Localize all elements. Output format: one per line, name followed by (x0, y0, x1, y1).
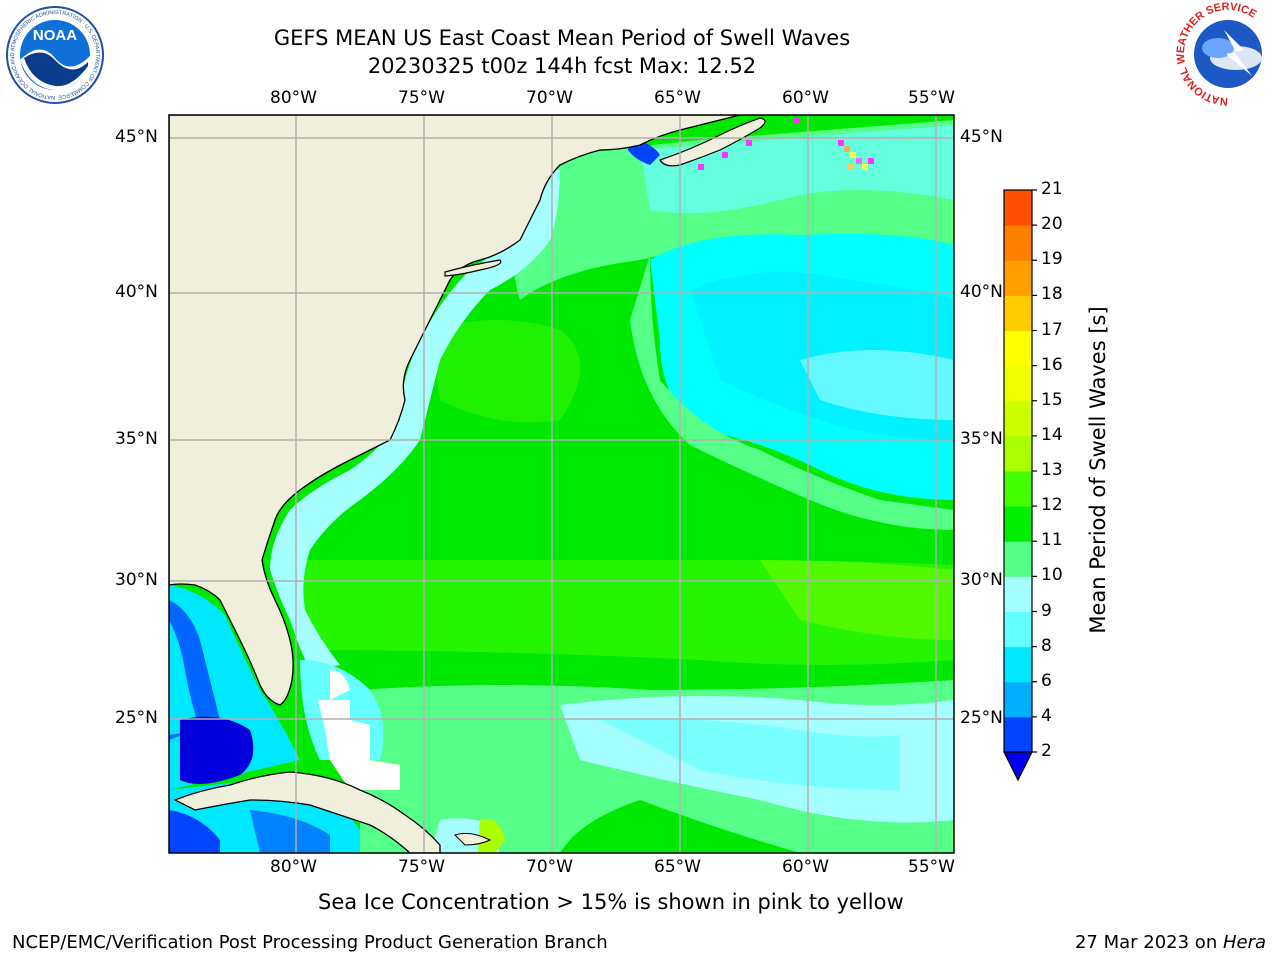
colorbar-segment (1004, 576, 1032, 612)
colorbar-tick-label: 15 (1041, 389, 1063, 410)
colorbar-segment (1004, 681, 1032, 718)
colorbar-segment (1004, 330, 1032, 367)
host-name: Hera (1222, 932, 1266, 953)
lon-label-top: 70°W (526, 88, 573, 108)
noaa-logo: NOAA NATIONAL OCEANIC AND ATMOSPHERIC AD… (6, 6, 104, 104)
lon-label-top: 75°W (398, 88, 445, 108)
lat-label-right: 30°N (960, 570, 1003, 590)
colorbar-tick-label: 4 (1041, 705, 1052, 726)
lat-label-left: 45°N (115, 127, 158, 147)
colorbar-segment (1004, 260, 1032, 296)
colorbar-tick-label: 16 (1041, 354, 1063, 375)
lat-label-left: 25°N (115, 708, 158, 728)
date-text: 27 Mar 2023 on (1074, 932, 1223, 953)
colorbar-under-arrow (1003, 751, 1033, 782)
map-frame (168, 114, 955, 854)
lon-label-top: 60°W (782, 88, 829, 108)
colorbar-tick-label: 21 (1041, 179, 1063, 199)
sea-ice-note: Sea Ice Concentration > 15% is shown in … (318, 890, 904, 914)
colorbar-tick-label: 19 (1041, 249, 1063, 270)
colorbar-tick-label: 13 (1041, 460, 1063, 480)
colorbar-tick-label: 2 (1041, 741, 1052, 761)
chart-subtitle: 20230325 t00z 144h fcst Max: 12.52 (367, 54, 757, 78)
lat-label-right: 35°N (960, 429, 1003, 449)
colorbar-tick-label: 14 (1041, 424, 1063, 445)
colorbar-tick-label: 9 (1041, 600, 1052, 621)
colorbar-tick-label: 12 (1041, 495, 1063, 516)
colorbar-segment (1004, 716, 1032, 753)
colorbar (1003, 189, 1037, 782)
colorbar-segment (1004, 506, 1032, 542)
lat-label-right: 40°N (960, 282, 1003, 302)
lon-label-top: 65°W (654, 88, 701, 108)
lon-label-bottom: 60°W (782, 857, 829, 877)
credit-line: NCEP/EMC/Verification Post Processing Pr… (12, 932, 608, 953)
colorbar-segment (1004, 541, 1032, 577)
colorbar-tick-label: 17 (1041, 319, 1063, 340)
colorbar-tick-label: 11 (1041, 530, 1063, 551)
lat-label-right: 45°N (960, 127, 1003, 147)
lon-label-top: 55°W (908, 88, 955, 108)
colorbar-tick-label: 20 (1041, 214, 1063, 235)
graticule (169, 115, 954, 853)
lon-label-bottom: 55°W (908, 857, 955, 877)
colorbar-segment (1004, 225, 1032, 261)
colorbar-segment (1004, 471, 1032, 507)
lat-label-left: 40°N (115, 282, 158, 302)
colorbar-segment (1004, 435, 1032, 472)
chart-title: GEFS MEAN US East Coast Mean Period of S… (273, 26, 851, 50)
colorbar-segment (1004, 190, 1032, 226)
noaa-logo-text: NOAA (33, 27, 77, 44)
lat-label-left: 35°N (115, 429, 158, 449)
colorbar-tick-label: 6 (1041, 670, 1052, 691)
lon-label-top: 80°W (270, 88, 317, 108)
colorbar-segment (1004, 400, 1032, 437)
lon-label-bottom: 75°W (398, 857, 445, 877)
colorbar-segment (1004, 611, 1032, 648)
colorbar-segment (1004, 365, 1032, 402)
lon-label-bottom: 70°W (526, 857, 573, 877)
lon-label-bottom: 65°W (654, 857, 701, 877)
colorbar-segment (1004, 295, 1032, 331)
date-line: 27 Mar 2023 on Hera (1075, 932, 1266, 953)
colorbar-segment (1004, 646, 1032, 683)
colorbar-tick-label: 18 (1041, 284, 1063, 305)
lon-label-bottom: 80°W (270, 857, 317, 877)
lat-label-left: 30°N (115, 570, 158, 590)
colorbar-label: Mean Period of Swell Waves [s] (1086, 306, 1110, 634)
colorbar-tick-label: 10 (1041, 565, 1063, 586)
lat-label-right: 25°N (960, 708, 1003, 728)
nws-logo: NATIONAL WEATHER SERVICE (1175, 1, 1278, 107)
swell-field (169, 115, 954, 853)
colorbar-tick-label: 8 (1041, 635, 1052, 656)
